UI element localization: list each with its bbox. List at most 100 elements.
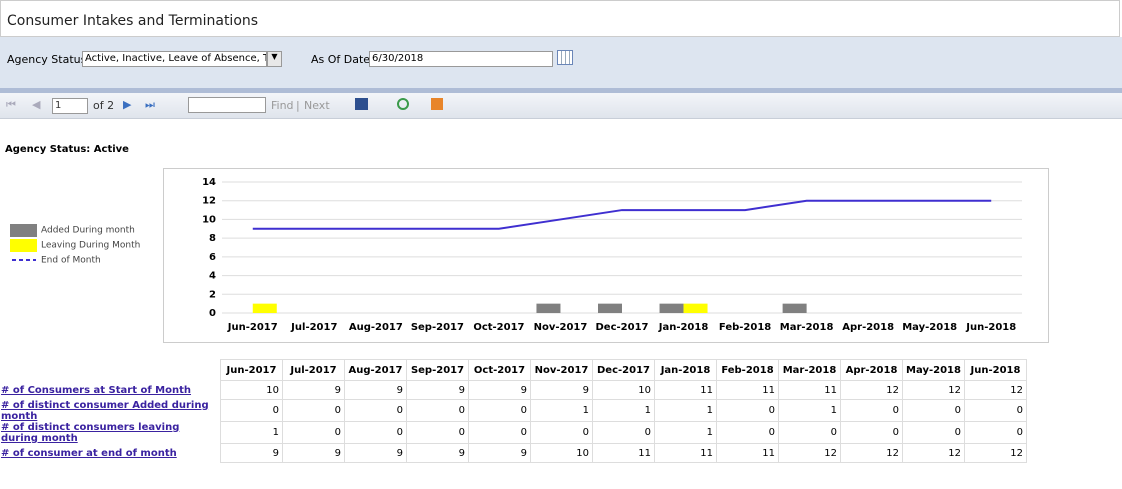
cell: 12: [902, 443, 965, 463]
find[interactable]: Find: [271, 99, 294, 112]
dropdown-button[interactable]: ▼: [267, 51, 282, 67]
line: [252, 199, 992, 230]
cell: 11: [654, 380, 717, 400]
cell: 0: [840, 421, 903, 444]
bar: [683, 303, 708, 313]
x-tick-label: Jun-2018: [965, 322, 1016, 333]
column-header: Jun-2017: [220, 359, 283, 381]
cell: 0: [406, 399, 469, 422]
column-header: Jul-2017: [282, 359, 345, 381]
y-tick-label: 12: [202, 196, 216, 207]
x-tick-label: Aug-2017: [349, 322, 403, 333]
cell: 1: [654, 421, 717, 444]
cell: 12: [964, 443, 1027, 463]
cell: 0: [902, 399, 965, 422]
cell: 0: [530, 421, 593, 444]
cell: 10: [530, 443, 593, 463]
cell: 12: [840, 443, 903, 463]
cell: 9: [530, 380, 593, 400]
column-header: Mar-2018: [778, 359, 841, 381]
cell: 0: [716, 421, 779, 444]
cell: 9: [282, 443, 345, 463]
cell: 0: [282, 399, 345, 422]
legend: Added During month Leaving During Month En…: [10, 224, 140, 266]
column-header: Nov-2017: [530, 359, 593, 381]
x-tick-label: Jun-2017: [227, 322, 278, 333]
cell: 0: [592, 421, 655, 444]
cell: 0: [902, 421, 965, 444]
page-count: of 2: [93, 99, 115, 112]
label: As Of Date: [311, 53, 371, 66]
label: Agency Status: [7, 53, 87, 66]
cell: 0: [468, 399, 531, 422]
cell: 1: [592, 399, 655, 422]
cell: 9: [406, 380, 469, 400]
chart-frame: [163, 168, 1049, 343]
cell: 9: [468, 443, 531, 463]
cell: 1: [778, 399, 841, 422]
next-page[interactable]: ▶: [123, 98, 132, 111]
y-tick-label: 10: [202, 214, 216, 225]
page-input[interactable]: 1: [52, 98, 88, 114]
cell: 0: [282, 421, 345, 444]
agency-status-select[interactable]: Active, Inactive, Leave of Absence, Te: [82, 51, 267, 67]
row-label-cell: # of distinct consumer Added during mont…: [0, 400, 221, 422]
date-input[interactable]: 6/30/2018: [369, 51, 553, 67]
x-tick-label: May-2018: [902, 322, 957, 333]
x-tick-label: Sep-2017: [411, 322, 464, 333]
x-tick-label: Mar-2018: [780, 322, 834, 333]
bar: [536, 303, 561, 313]
x-tick-label: Dec-2017: [596, 322, 649, 333]
row-label-link[interactable]: # of distinct consumers leaving during m…: [1, 421, 180, 444]
find-input[interactable]: [188, 97, 266, 113]
report-title: Consumer Intakes and Terminations: [0, 0, 1120, 37]
cell: 0: [344, 399, 407, 422]
y-tick-label: 8: [209, 233, 216, 244]
column-header: Feb-2018: [716, 359, 779, 381]
cell: 11: [716, 380, 779, 400]
next[interactable]: Next: [304, 99, 330, 112]
column-header: Sep-2017: [406, 359, 469, 381]
cell: 1: [530, 399, 593, 422]
cell: 0: [964, 421, 1027, 444]
x-tick-label: Jan-2018: [658, 322, 709, 333]
y-tick-label: 2: [209, 289, 216, 300]
cell: 11: [654, 443, 717, 463]
row-label-link[interactable]: # of consumer at end of month: [1, 447, 177, 459]
x-tick-label: Apr-2018: [842, 322, 894, 333]
refresh-icon[interactable]: [397, 98, 409, 110]
toolbar: ⏮ ◀ 1 of 2 ▶ ⏭ Find | Next: [0, 93, 1122, 119]
cell: 12: [964, 380, 1027, 400]
column-header: Jan-2018: [654, 359, 717, 381]
x-tick-label: Feb-2018: [719, 322, 771, 333]
cell: 11: [592, 443, 655, 463]
last-page[interactable]: ⏭: [145, 98, 155, 111]
parameters: Agency Status Active, Inactive, Leave of…: [0, 37, 1122, 88]
cell: 0: [468, 421, 531, 444]
first-page[interactable]: ⏮: [6, 98, 16, 111]
cell: 9: [282, 380, 345, 400]
cell: 10: [592, 380, 655, 400]
cell: 9: [220, 443, 283, 463]
bar: [659, 303, 684, 313]
prev-page[interactable]: ◀: [32, 98, 41, 111]
calendar-icon[interactable]: [557, 50, 573, 65]
column-header: Jun-2018: [964, 359, 1027, 381]
row-label-link[interactable]: # of Consumers at Start of Month: [1, 384, 192, 396]
bar: [782, 303, 807, 313]
row-label-link[interactable]: # of distinct consumer Added during mont…: [1, 399, 209, 422]
bar: [252, 303, 277, 313]
export-icon[interactable]: [355, 98, 368, 110]
cell: 12: [840, 380, 903, 400]
y-tick-label: 14: [202, 177, 216, 188]
y-tick-label: 0: [209, 308, 216, 319]
cell: 0: [406, 421, 469, 444]
cell: 0: [220, 399, 283, 422]
column-header: Oct-2017: [468, 359, 531, 381]
cell: 0: [964, 399, 1027, 422]
column-header: Apr-2018: [840, 359, 903, 381]
x-tick-label: Oct-2017: [473, 322, 524, 333]
column-header: May-2018: [902, 359, 965, 381]
print-icon[interactable]: [431, 98, 443, 110]
